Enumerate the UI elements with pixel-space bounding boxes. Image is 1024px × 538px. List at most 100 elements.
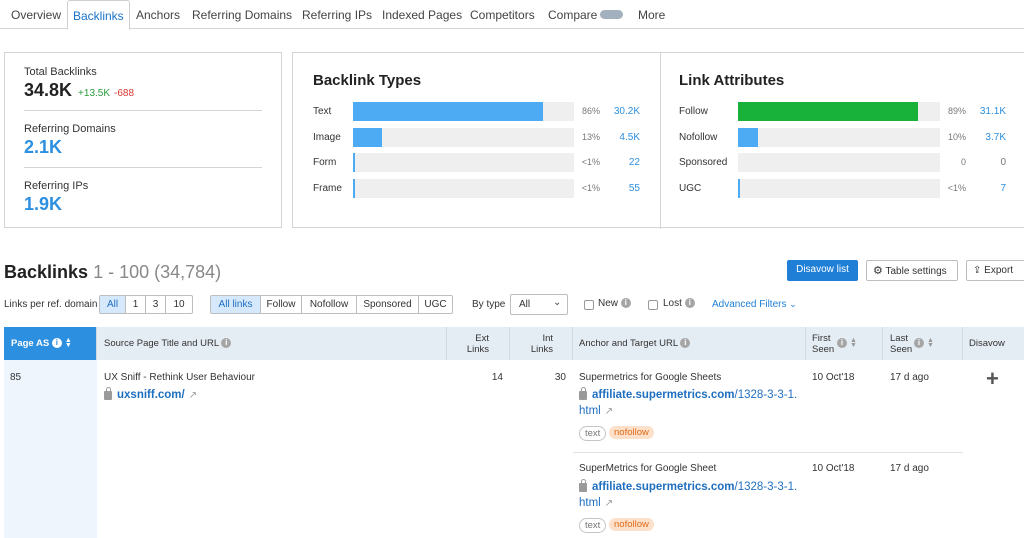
col-page-as[interactable]: Page AS i ▲ ▼ xyxy=(4,327,97,360)
links-per-domain-10[interactable]: 10 xyxy=(173,299,185,310)
divider xyxy=(24,110,262,111)
export-icon: ⇪ xyxy=(973,265,982,276)
advanced-filters-label: Advanced Filters xyxy=(712,299,787,310)
col-disavow: Disavow xyxy=(963,327,1024,360)
info-icon[interactable]: i xyxy=(51,338,62,349)
backlink-type-percent: 13% xyxy=(581,131,600,142)
col-int-links[interactable]: Int Links xyxy=(510,327,573,360)
backlinks-loss: -688 xyxy=(114,88,135,99)
ext-links-value[interactable]: 14 xyxy=(491,372,503,383)
external-link-icon[interactable]: ↗ xyxy=(188,390,198,401)
info-icon[interactable]: i xyxy=(684,298,695,309)
lost-checkbox[interactable] xyxy=(648,300,658,310)
page-as-column-bg xyxy=(4,360,97,538)
tab-competitors[interactable]: Competitors xyxy=(470,8,535,22)
export-button[interactable]: ⇪ Export xyxy=(966,260,1024,281)
sort-icon[interactable]: ▲ ▼ xyxy=(927,337,934,350)
int-links-label-2: Links xyxy=(530,344,553,355)
filter-ugc[interactable]: UGC xyxy=(424,299,447,310)
first-seen-label-1: First xyxy=(812,333,831,344)
backlink-type-count[interactable]: 4.5K xyxy=(619,131,640,143)
tab-backlinks[interactable]: Backlinks xyxy=(67,0,130,30)
target-url-path-end: html xyxy=(579,405,601,417)
referring-domains-value[interactable]: 2.1K xyxy=(24,137,63,157)
tab-referring-domains[interactable]: Referring Domains xyxy=(192,8,293,22)
filter-all-links[interactable]: All links xyxy=(211,296,261,313)
sort-icon[interactable]: ▲ ▼ xyxy=(64,337,72,350)
tab-overview[interactable]: Overview xyxy=(11,8,62,22)
by-type-select[interactable]: All ⌄ xyxy=(510,294,568,315)
last-seen-value: 17 d ago xyxy=(890,463,929,474)
tab-compare[interactable]: Compare xyxy=(548,0,624,29)
backlink-type-count[interactable]: 55 xyxy=(628,182,640,194)
int-links-value[interactable]: 30 xyxy=(554,372,566,383)
referring-ips-value[interactable]: 1.9K xyxy=(24,194,63,214)
chevron-down-icon: ⌄ xyxy=(553,297,562,308)
referring-domains-label: Referring Domains xyxy=(24,123,116,135)
info-icon[interactable]: i xyxy=(680,338,691,349)
filter-nofollow[interactable]: Nofollow xyxy=(302,296,357,313)
ext-links-header: Ext Links xyxy=(467,333,489,355)
info-icon[interactable]: i xyxy=(837,338,847,349)
link-type-tag: text xyxy=(579,518,607,533)
backlink-type-bar-track xyxy=(353,178,574,198)
new-checkbox[interactable] xyxy=(584,300,594,310)
backlink-type-count[interactable]: 22 xyxy=(628,157,640,168)
links-per-domain-3[interactable]: 3 xyxy=(146,296,166,313)
link-attribute-percent: <1% xyxy=(947,182,966,193)
link-attribute-bar xyxy=(738,127,758,147)
link-attribute-count[interactable]: 3.7K xyxy=(985,131,1006,143)
by-type-value: All xyxy=(519,299,531,310)
first-seen-label-2: Seen xyxy=(812,344,835,355)
disavow-list-button[interactable]: Disavow list xyxy=(787,260,858,281)
tab-anchors[interactable]: Anchors xyxy=(136,8,181,22)
disavow-add-icon[interactable]: + xyxy=(986,366,999,391)
link-attribute-count[interactable]: 31.1K xyxy=(979,106,1006,117)
filter-sponsored[interactable]: Sponsored xyxy=(357,296,419,313)
by-type-label: By type xyxy=(472,299,506,310)
external-link-icon[interactable]: ↗ xyxy=(604,498,614,509)
sort-icon[interactable]: ▲ ▼ xyxy=(850,337,857,350)
col-ext-links[interactable]: Ext Links xyxy=(447,327,510,360)
target-url-link[interactable]: affiliate.supermetrics.com/1328-3-3-1. xyxy=(579,478,797,493)
col-last-seen[interactable]: Last Seen i ▲ ▼ xyxy=(883,327,963,360)
backlink-type-count[interactable]: 30.2K xyxy=(613,106,640,117)
target-url-domain: affiliate.supermetrics.com xyxy=(592,389,735,401)
advanced-filters-toggle[interactable]: Advanced Filters ⌄ xyxy=(712,299,797,310)
lock-icon xyxy=(579,386,587,400)
link-attribute-bar-track xyxy=(738,153,940,172)
info-icon[interactable]: i xyxy=(914,338,924,349)
source-header: Source Page Title and URL i xyxy=(104,338,232,349)
link-attribute-count[interactable]: 7 xyxy=(1000,182,1006,194)
tab-referring-ips[interactable]: Referring IPs xyxy=(302,8,373,22)
link-attribute-label: Sponsored xyxy=(679,157,728,168)
target-url-link-cont[interactable]: html ↗ xyxy=(579,405,613,417)
last-seen-label-2: Seen xyxy=(890,344,913,355)
nofollow-tag: nofollow xyxy=(609,426,654,439)
soon-badge xyxy=(600,10,624,20)
links-per-domain-all[interactable]: All xyxy=(100,296,126,313)
filter-follow[interactable]: Follow xyxy=(261,296,302,313)
link-attribute-label: UGC xyxy=(679,182,702,194)
total-backlinks-value[interactable]: 34.8K +13.5K -688 xyxy=(24,80,134,101)
tab-more[interactable]: More xyxy=(638,8,666,22)
target-url-link[interactable]: affiliate.supermetrics.com/1328-3-3-1. xyxy=(579,386,797,401)
backlink-type-bar xyxy=(353,127,382,147)
info-icon[interactable]: i xyxy=(221,338,232,349)
backlinks-range: 1 - 100 (34,784) xyxy=(93,262,222,282)
tab-compare-label: Compare xyxy=(548,8,598,22)
int-links-label-1: Int xyxy=(542,333,553,344)
target-url-link-cont[interactable]: html ↗ xyxy=(579,497,613,509)
source-url-link[interactable]: uxsniff.com/↗ xyxy=(104,386,198,401)
disavow-header: Disavow xyxy=(969,338,1005,349)
links-per-domain-1[interactable]: 1 xyxy=(126,296,146,313)
external-link-icon[interactable]: ↗ xyxy=(604,406,614,417)
table-settings-button[interactable]: ⚙ Table settings xyxy=(866,260,958,281)
link-attribute-percent: 89% xyxy=(947,106,966,116)
info-icon[interactable]: i xyxy=(620,298,631,309)
backlink-type-label: Text xyxy=(313,106,332,117)
ext-links-label-1: Ext xyxy=(475,333,489,344)
col-first-seen[interactable]: First Seen i ▲ ▼ xyxy=(806,327,883,360)
last-seen-header: Last Seen xyxy=(890,333,912,355)
tab-indexed-pages[interactable]: Indexed Pages xyxy=(382,8,463,22)
